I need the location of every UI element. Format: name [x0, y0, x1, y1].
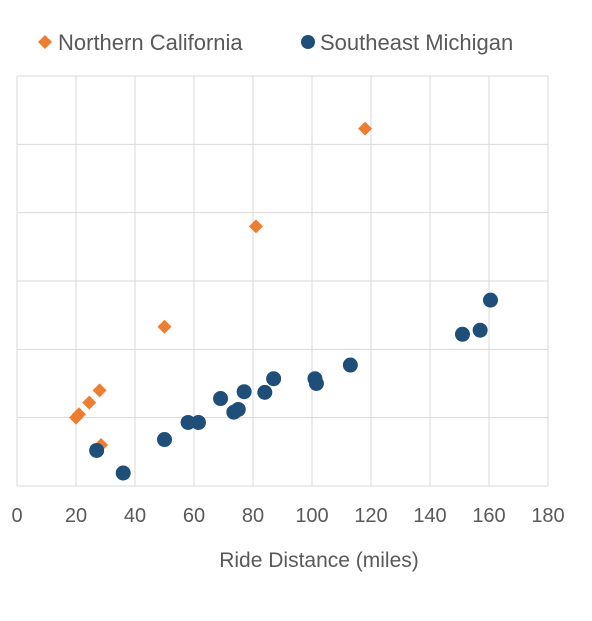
- data-point-diamond: [248, 219, 263, 234]
- series-southeast-michigan: [89, 292, 498, 481]
- x-tick-label: 140: [413, 505, 446, 527]
- data-point-circle: [180, 414, 196, 430]
- data-points: [69, 121, 498, 481]
- data-point-circle: [472, 322, 488, 338]
- legend-item-southeast-michigan: Southeast Michigan: [301, 30, 513, 55]
- data-point-diamond: [82, 395, 97, 410]
- data-point-circle: [266, 371, 282, 387]
- x-tick-label: 120: [354, 505, 387, 527]
- legend-circle-marker: [301, 35, 315, 49]
- data-point-circle: [190, 414, 206, 430]
- x-tick-label: 40: [124, 505, 146, 527]
- data-point-circle: [454, 326, 470, 342]
- x-axis-title: Ride Distance (miles): [219, 549, 419, 572]
- x-tick-label: 160: [472, 505, 505, 527]
- x-tick-label: 20: [65, 505, 87, 527]
- data-point-diamond: [358, 121, 373, 136]
- data-point-circle: [308, 376, 324, 391]
- data-point-diamond: [157, 319, 172, 334]
- data-point-circle: [115, 465, 131, 481]
- legend-label-southeast-michigan: Southeast Michigan: [320, 30, 513, 55]
- legend: Northern California Southeast Michigan: [38, 30, 513, 55]
- data-point-circle: [236, 384, 252, 400]
- x-tick-label: 60: [183, 505, 205, 527]
- x-tick-label: 0: [11, 505, 22, 527]
- gridlines: [16, 75, 549, 487]
- data-point-circle: [257, 384, 273, 400]
- x-tick-labels: 0 20 40 60 80 100 120 140 160 180: [11, 505, 564, 527]
- data-point-diamond: [92, 383, 107, 398]
- legend-diamond-marker: [38, 35, 52, 49]
- x-tick-label: 100: [295, 505, 328, 527]
- legend-label-northern-california: Northern California: [58, 30, 243, 55]
- data-point-circle: [230, 401, 246, 417]
- data-point-circle: [89, 442, 105, 458]
- data-point-circle: [342, 357, 358, 373]
- data-point-circle: [157, 432, 172, 448]
- legend-item-northern-california: Northern California: [38, 30, 243, 55]
- series-northern-california: [69, 121, 373, 452]
- data-point-circle: [213, 391, 229, 407]
- x-tick-label: 180: [531, 505, 564, 527]
- data-point-circle: [482, 292, 498, 308]
- data-point-diamond: [71, 407, 86, 422]
- x-tick-label: 80: [242, 505, 264, 527]
